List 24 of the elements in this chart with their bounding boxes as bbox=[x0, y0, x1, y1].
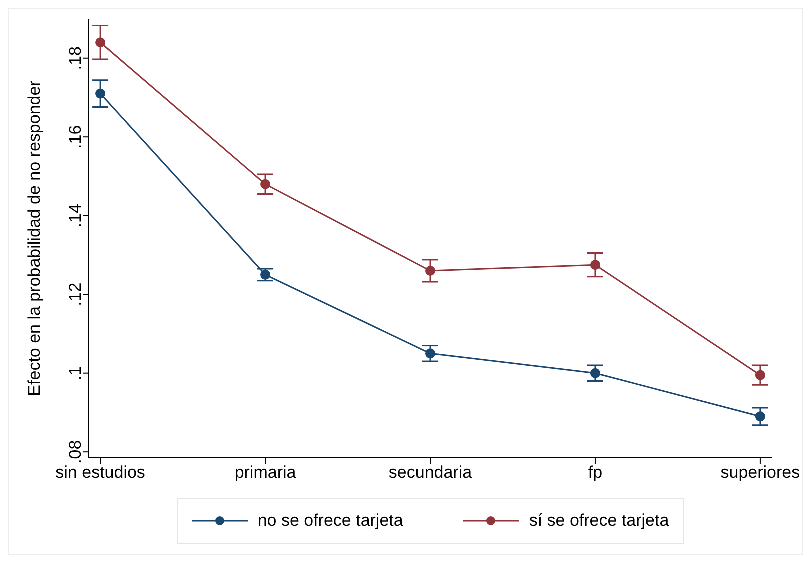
point bbox=[755, 370, 766, 380]
y-tick-label: .1 bbox=[66, 366, 86, 380]
point bbox=[260, 179, 271, 190]
point bbox=[96, 88, 106, 99]
y-axis-title: Efecto en la probabilidad de no responder bbox=[25, 80, 44, 396]
y-tick-label: .14 bbox=[66, 204, 86, 228]
y-tick-label: .16 bbox=[66, 125, 86, 149]
legend-label: no se ofrece tarjeta bbox=[258, 511, 404, 531]
point bbox=[96, 38, 106, 48]
point bbox=[590, 368, 600, 378]
point bbox=[590, 260, 600, 270]
legend-label: sí se ofrece tarjeta bbox=[529, 511, 670, 531]
y-tick-label: .12 bbox=[66, 282, 86, 306]
x-tick-label: primaria bbox=[234, 463, 297, 482]
x-tick-label: sin estudios bbox=[56, 463, 146, 482]
x-tick-label: secundaria bbox=[388, 463, 473, 482]
y-tick-label: .08 bbox=[66, 440, 86, 464]
x-tick-label: fp bbox=[588, 463, 603, 482]
point bbox=[426, 266, 436, 276]
point bbox=[755, 412, 766, 422]
point bbox=[426, 348, 436, 359]
y-tick-label: .18 bbox=[66, 46, 86, 70]
x-tick-label: superiores bbox=[720, 463, 800, 482]
point bbox=[260, 270, 271, 280]
